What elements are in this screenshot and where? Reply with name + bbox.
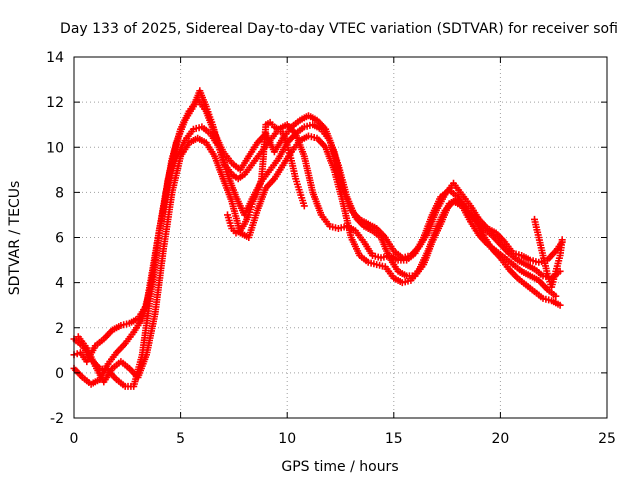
y-tick-label: 6 [55,231,64,247]
x-tick-label: 5 [176,431,185,447]
grid-lines [74,57,607,418]
x-tick-label: 0 [70,431,79,447]
y-tick-label: 4 [55,276,64,292]
y-tick-label: 12 [46,95,64,111]
y-tick-label: 10 [46,140,64,156]
y-tick-label: 2 [55,321,64,337]
data-point [73,350,81,358]
x-tick-label: 15 [385,431,403,447]
plot-frame [73,56,608,419]
data-point [556,301,564,309]
y-axis-label: SDTVAR / TECUs [7,181,23,296]
data-marks [70,87,566,390]
x-axis-label: GPS time / hours [281,459,398,475]
x-tick-label: 10 [278,431,296,447]
data-point [552,292,560,300]
x-tick-label: 20 [491,431,509,447]
x-tick-label: 25 [598,431,616,447]
y-tick-label: -2 [50,411,64,427]
axis-ticks: 0 5 10 15 20 25 -2 0 2 4 6 8 10 12 14 [46,50,616,447]
data-point [300,202,308,210]
y-tick-label: 8 [55,185,64,201]
data-point [558,236,566,244]
y-tick-label: 14 [46,50,64,66]
y-tick-label: 0 [55,366,64,382]
chart-title: Day 133 of 2025, Sidereal Day-to-day VTE… [60,21,618,37]
